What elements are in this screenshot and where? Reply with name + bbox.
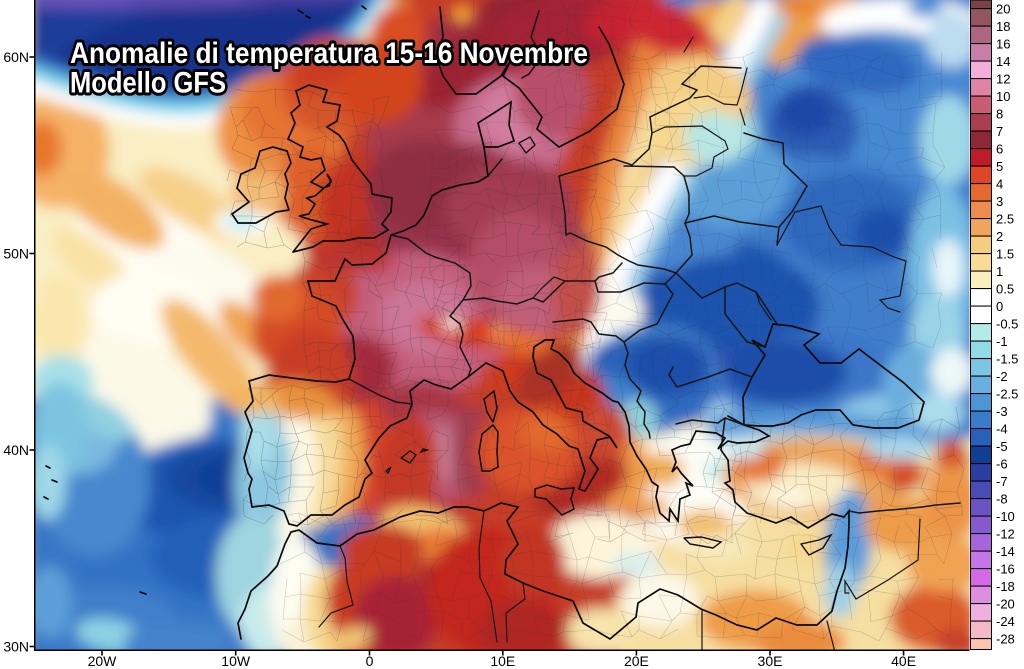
svg-text:Modello GFS: Modello GFS [70,67,226,100]
svg-text:3: 3 [996,194,1003,209]
svg-text:0: 0 [996,299,1003,314]
svg-text:-5: -5 [996,439,1008,454]
svg-text:7: 7 [996,124,1003,139]
svg-text:-14: -14 [996,544,1015,559]
svg-text:-18: -18 [996,579,1015,594]
svg-text:5: 5 [996,159,1003,174]
svg-text:2: 2 [996,229,1003,244]
svg-text:8: 8 [996,107,1003,122]
svg-text:-4: -4 [996,422,1008,437]
svg-text:-0.5: -0.5 [996,317,1018,332]
svg-text:20E: 20E [624,653,649,669]
svg-text:10: 10 [996,89,1010,104]
svg-text:-28: -28 [996,632,1015,647]
svg-text:-3: -3 [996,404,1008,419]
svg-text:-12: -12 [996,527,1015,542]
svg-text:1.5: 1.5 [996,247,1014,262]
svg-text:-24: -24 [996,614,1015,629]
svg-text:20: 20 [996,2,1010,17]
svg-text:40N: 40N [3,442,29,458]
svg-text:-2: -2 [996,369,1008,384]
svg-text:0: 0 [366,653,374,669]
svg-text:-10: -10 [996,509,1015,524]
svg-text:6: 6 [996,142,1003,157]
svg-text:60N: 60N [3,49,29,65]
svg-text:-20: -20 [996,597,1015,612]
svg-text:50N: 50N [3,246,29,262]
svg-text:14: 14 [996,54,1010,69]
svg-text:-2.5: -2.5 [996,387,1018,402]
svg-text:Anomalie di temperatura 15-16: Anomalie di temperatura 15-16 Novembre [70,37,588,70]
svg-text:30N: 30N [3,639,29,655]
svg-text:40E: 40E [891,653,916,669]
svg-text:-6: -6 [996,457,1008,472]
svg-text:18: 18 [996,19,1010,34]
svg-text:10W: 10W [221,653,251,669]
svg-text:16: 16 [996,37,1010,52]
svg-text:20W: 20W [88,653,118,669]
svg-text:0.5: 0.5 [996,282,1014,297]
svg-text:12: 12 [996,72,1010,87]
svg-text:-7: -7 [996,474,1008,489]
svg-text:-1: -1 [996,334,1008,349]
svg-text:10E: 10E [490,653,515,669]
svg-text:-1.5: -1.5 [996,352,1018,367]
svg-text:-16: -16 [996,562,1015,577]
svg-text:30E: 30E [758,653,783,669]
svg-text:1: 1 [996,264,1003,279]
svg-text:4: 4 [996,177,1003,192]
svg-text:-8: -8 [996,492,1008,507]
svg-text:2.5: 2.5 [996,212,1014,227]
